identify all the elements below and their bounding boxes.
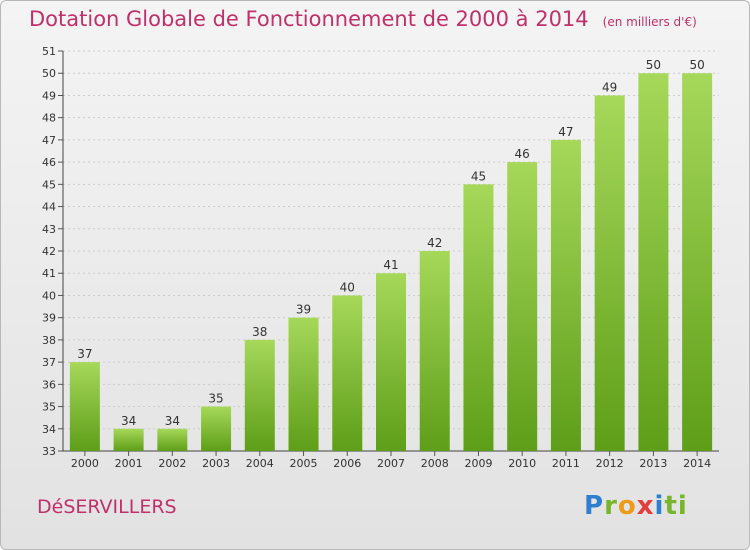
logo-letter: i	[654, 491, 665, 521]
logo-letter: r	[604, 491, 618, 521]
bar	[201, 406, 232, 451]
title-text: Dotation Globale de Fonctionnement de 20…	[29, 7, 589, 31]
x-tick-label: 2004	[246, 457, 274, 470]
data-label: 39	[296, 303, 311, 317]
data-label: 34	[121, 414, 136, 428]
data-label: 37	[77, 347, 92, 361]
x-tick-label: 2011	[552, 457, 580, 470]
data-label: 38	[252, 325, 267, 339]
x-tick-label: 2005	[290, 457, 318, 470]
commune-name: DéSERVILLERS	[37, 496, 177, 518]
y-tick-label: 51	[42, 45, 56, 58]
y-tick-label: 48	[42, 112, 56, 125]
bar	[69, 362, 100, 451]
x-tick-label: 2000	[71, 457, 99, 470]
chart-subtitle: (en milliers d'€)	[602, 15, 697, 29]
bar	[638, 73, 669, 451]
x-tick-label: 2012	[596, 457, 624, 470]
data-label: 47	[558, 125, 573, 139]
data-label: 49	[602, 80, 617, 94]
y-tick-label: 50	[42, 67, 56, 80]
y-tick-label: 45	[42, 178, 56, 191]
x-tick-label: 2003	[202, 457, 230, 470]
y-tick-label: 40	[42, 289, 56, 302]
bar	[682, 73, 713, 451]
y-tick-label: 37	[42, 356, 56, 369]
data-label: 45	[471, 169, 486, 183]
y-tick-label: 33	[42, 445, 56, 458]
bar	[113, 428, 144, 451]
logo-letter: P	[584, 491, 605, 521]
chart-title: Dotation Globale de Fonctionnement de 20…	[29, 7, 697, 31]
y-tick-label: 49	[42, 89, 56, 102]
y-tick-label: 43	[42, 223, 56, 236]
bar	[244, 339, 275, 451]
bar	[157, 428, 188, 451]
data-label: 34	[165, 414, 180, 428]
proxiti-logo: Proxiti	[584, 491, 688, 521]
bar	[594, 95, 625, 451]
data-label: 42	[427, 236, 442, 250]
x-tick-label: 2013	[639, 457, 667, 470]
x-tick-label: 2006	[333, 457, 361, 470]
data-label: 50	[689, 58, 704, 72]
y-tick-label: 47	[42, 134, 56, 147]
y-tick-label: 42	[42, 245, 56, 258]
y-tick-label: 44	[42, 201, 56, 214]
y-tick-label: 36	[42, 378, 56, 391]
x-tick-label: 2007	[377, 457, 405, 470]
bar	[332, 295, 363, 451]
data-label: 40	[340, 280, 355, 294]
x-tick-label: 2009	[464, 457, 492, 470]
data-label: 41	[383, 258, 398, 272]
y-tick-label: 46	[42, 156, 56, 169]
data-label: 35	[208, 392, 223, 406]
y-tick-label: 38	[42, 334, 56, 347]
bar	[463, 184, 494, 452]
x-tick-label: 2014	[683, 457, 711, 470]
logo-letter: x	[636, 491, 655, 521]
data-label: 46	[515, 147, 530, 161]
bar	[376, 273, 406, 451]
logo-letter: o	[617, 491, 637, 521]
logo-letter: ti	[664, 491, 688, 521]
y-tick-label: 35	[42, 401, 56, 414]
bar	[419, 251, 450, 451]
y-tick-label: 39	[42, 312, 56, 325]
bar	[507, 162, 538, 451]
bar	[550, 139, 581, 451]
x-tick-label: 2002	[158, 457, 186, 470]
bar	[288, 317, 319, 451]
data-label: 50	[646, 58, 661, 72]
y-tick-label: 41	[42, 267, 56, 280]
x-tick-label: 2008	[421, 457, 449, 470]
x-tick-label: 2010	[508, 457, 536, 470]
x-tick-label: 2001	[115, 457, 143, 470]
y-tick-label: 34	[42, 423, 56, 436]
